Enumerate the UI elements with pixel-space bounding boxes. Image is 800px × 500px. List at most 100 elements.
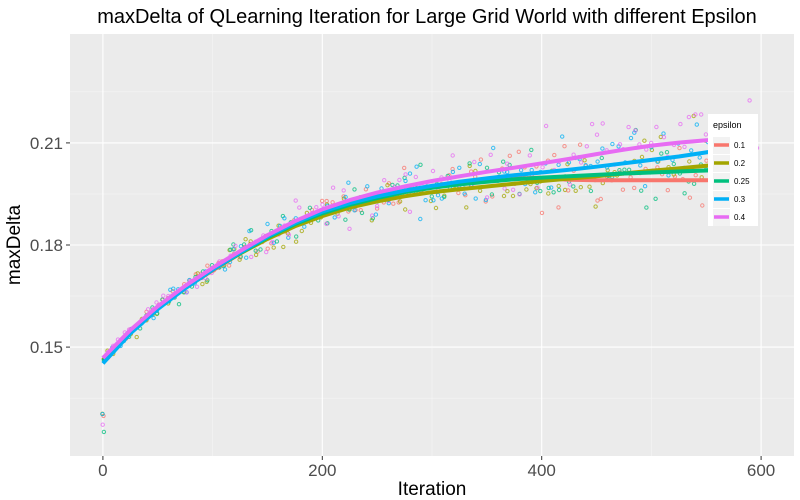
data-point <box>423 198 428 203</box>
data-point <box>502 186 507 191</box>
data-point <box>628 135 634 141</box>
data-point <box>450 169 456 175</box>
data-point <box>584 144 589 149</box>
smooth-line-0.4 <box>101 135 756 360</box>
data-point <box>700 203 705 208</box>
data-point <box>600 146 605 151</box>
data-point <box>699 112 704 117</box>
data-point <box>582 158 587 163</box>
data-point <box>687 159 692 164</box>
data-point <box>546 185 551 191</box>
legend-label: 0.1 <box>734 141 746 150</box>
data-point <box>693 112 698 117</box>
data-point <box>161 293 166 298</box>
data-point <box>286 232 292 238</box>
data-point <box>567 182 573 187</box>
data-point <box>577 142 583 147</box>
data-point <box>529 147 534 153</box>
data-point <box>418 162 423 168</box>
data-point <box>678 121 683 127</box>
data-point <box>258 247 263 252</box>
data-point <box>491 145 496 151</box>
x-tick-label: 200 <box>308 461 336 480</box>
data-point <box>439 196 444 201</box>
data-point <box>617 142 623 147</box>
data-point <box>297 205 302 210</box>
data-point <box>598 196 603 202</box>
data-point <box>264 249 269 255</box>
data-point <box>539 210 545 216</box>
data-point <box>386 201 391 206</box>
data-point <box>477 161 482 167</box>
data-point <box>595 159 600 164</box>
data-point <box>402 165 407 171</box>
data-point <box>632 130 637 135</box>
data-point <box>403 178 408 184</box>
data-point <box>507 153 512 159</box>
data-point <box>320 202 325 207</box>
data-point <box>535 185 540 190</box>
data-point <box>352 208 357 213</box>
data-point <box>472 159 477 165</box>
data-point <box>595 198 600 203</box>
data-point <box>391 201 396 206</box>
data-point <box>642 184 648 189</box>
data-point <box>599 155 604 161</box>
data-point <box>302 224 307 229</box>
data-point <box>176 302 182 307</box>
data-point <box>510 187 516 193</box>
data-point <box>588 188 594 194</box>
x-tick-label: 0 <box>98 461 107 480</box>
data-point <box>154 300 159 305</box>
data-point <box>253 248 258 253</box>
data-point <box>336 214 341 219</box>
data-point <box>341 194 346 199</box>
data-point <box>413 174 418 180</box>
data-point <box>622 167 627 172</box>
data-point <box>247 228 252 234</box>
data-point <box>578 185 583 190</box>
data-point <box>233 243 238 249</box>
data-point <box>222 267 228 272</box>
data-point <box>293 239 299 244</box>
data-point <box>467 161 472 166</box>
data-point <box>560 134 565 139</box>
legend-title: epsilon <box>713 120 742 130</box>
data-point <box>610 141 615 147</box>
data-point <box>373 212 379 217</box>
data-point <box>307 205 313 211</box>
data-point <box>510 193 516 199</box>
data-point <box>134 334 139 340</box>
data-point <box>450 166 455 172</box>
data-point <box>270 239 275 245</box>
data-point <box>638 163 643 168</box>
data-point <box>517 192 522 197</box>
data-point <box>100 411 105 417</box>
data-point <box>433 205 439 211</box>
data-point <box>533 190 538 195</box>
legend-label: 0.2 <box>734 159 746 168</box>
data-point <box>253 252 259 258</box>
data-point <box>244 255 249 260</box>
data-point <box>431 198 436 203</box>
data-point <box>330 185 336 190</box>
data-point <box>429 194 434 199</box>
data-point <box>589 121 595 127</box>
data-point <box>194 284 200 289</box>
data-point <box>430 168 436 174</box>
data-point <box>171 286 176 291</box>
data-point <box>490 194 495 199</box>
data-point <box>343 217 348 222</box>
data-point <box>184 290 189 295</box>
data-point <box>385 183 390 188</box>
data-point <box>665 188 670 193</box>
data-point <box>501 159 506 164</box>
data-point <box>562 144 567 149</box>
data-point <box>578 160 584 165</box>
data-point <box>593 204 598 209</box>
data-point <box>464 205 469 210</box>
data-point <box>382 178 387 183</box>
data-point <box>418 216 423 222</box>
data-point <box>644 205 649 210</box>
data-point <box>697 155 702 160</box>
